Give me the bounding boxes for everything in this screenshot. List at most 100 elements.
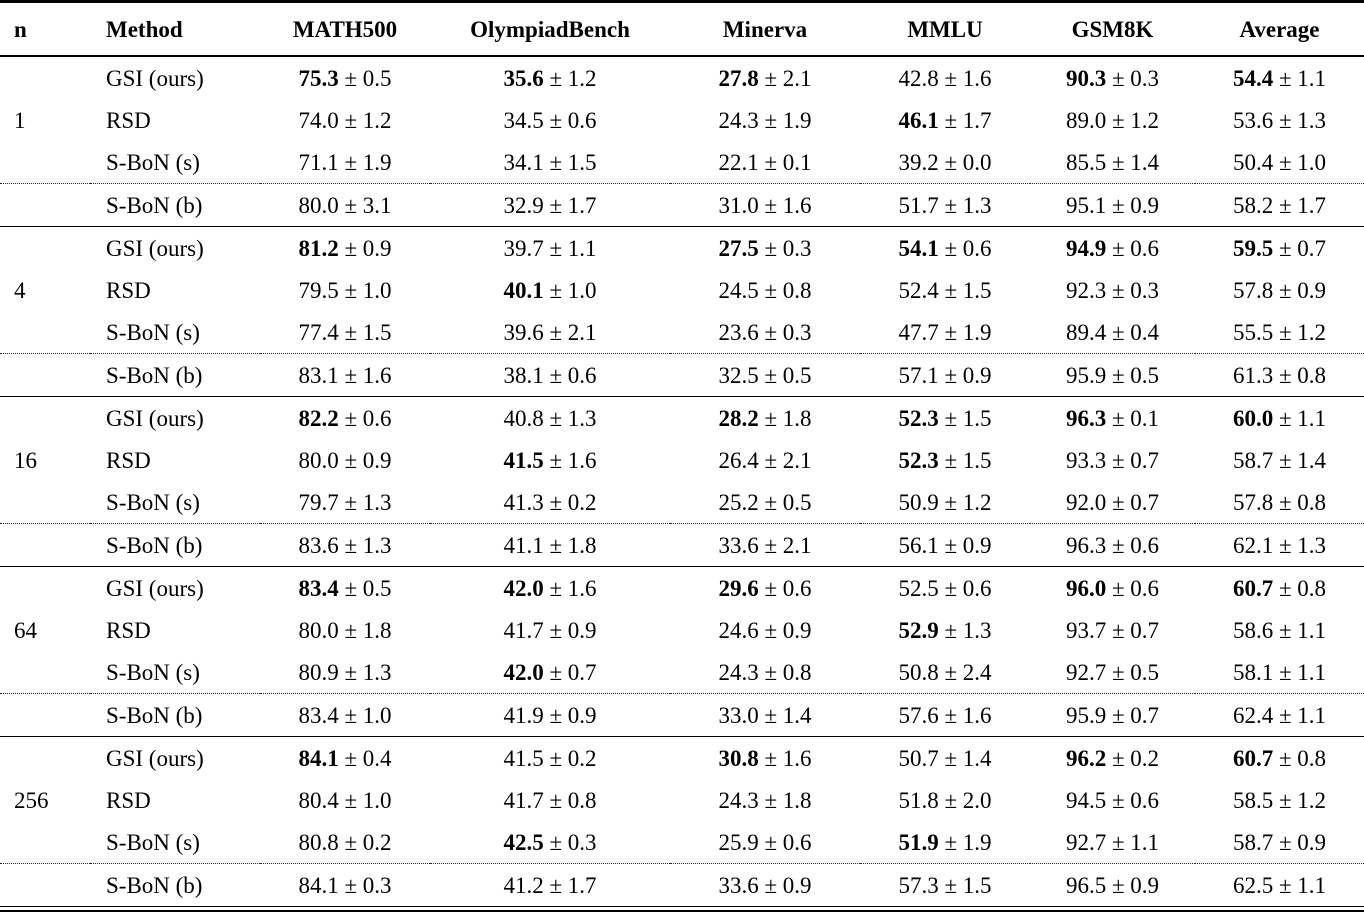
method-label: S-BoN (s) bbox=[106, 489, 200, 515]
score-error: ± 2.1 bbox=[758, 65, 812, 91]
score-mean: 27.8 bbox=[718, 65, 759, 91]
table-row: S-BoN (s) 71.1 ± 1.9 34.1 ± 1.5 22.1 ± 0.1 3… bbox=[0, 141, 1364, 184]
score-error: ± 1.2 bbox=[1106, 107, 1160, 133]
score-mean: 58.5 bbox=[1232, 787, 1274, 813]
score-mean: 24.5 bbox=[718, 277, 759, 303]
score-error: ± 0.6 bbox=[758, 575, 812, 601]
score-error: ± 1.6 bbox=[758, 745, 812, 771]
score-mean: 30.8 bbox=[718, 745, 759, 771]
n-value: 4 bbox=[14, 277, 26, 303]
score-mean: 89.4 bbox=[1065, 319, 1107, 345]
n-value: 64 bbox=[14, 617, 37, 643]
score-error: ± 0.9 bbox=[338, 447, 392, 473]
score-mean: 84.1 bbox=[298, 745, 339, 771]
score-error: ± 1.1 bbox=[1273, 702, 1327, 728]
score-cell: 96.2 ± 0.2 bbox=[1030, 737, 1195, 780]
score-error: ± 1.3 bbox=[938, 617, 992, 643]
score-mean: 96.0 bbox=[1065, 575, 1107, 601]
score-cell: 60.7 ± 0.8 bbox=[1195, 737, 1364, 780]
score-error: ± 1.6 bbox=[543, 447, 597, 473]
score-cell: 27.5 ± 0.3 bbox=[670, 227, 860, 270]
score-cell: 25.9 ± 0.6 bbox=[670, 821, 860, 864]
score-error: ± 1.6 bbox=[338, 362, 392, 388]
method-label: S-BoN (b) bbox=[106, 872, 203, 898]
score-cell: 41.7 ± 0.8 bbox=[430, 779, 670, 821]
score-mean: 51.9 bbox=[898, 829, 939, 855]
score-mean: 74.0 bbox=[298, 107, 339, 133]
score-error: ± 1.1 bbox=[1273, 659, 1327, 685]
score-cell: 50.8 ± 2.4 bbox=[860, 651, 1030, 694]
score-cell: 32.5 ± 0.5 bbox=[670, 354, 860, 397]
score-cell: 24.3 ± 0.8 bbox=[670, 651, 860, 694]
score-error: ± 1.3 bbox=[338, 489, 392, 515]
score-mean: 90.3 bbox=[1065, 65, 1107, 91]
score-mean: 83.4 bbox=[298, 702, 339, 728]
score-cell: 79.7 ± 1.3 bbox=[260, 481, 430, 524]
score-error: ± 0.5 bbox=[758, 489, 812, 515]
score-error: ± 0.7 bbox=[1106, 447, 1160, 473]
score-cell: 92.7 ± 0.5 bbox=[1030, 651, 1195, 694]
table-row: S-BoN (b) 84.1 ± 0.3 41.2 ± 1.7 33.6 ± 0.9 5… bbox=[0, 863, 1364, 907]
score-error: ± 1.2 bbox=[1273, 787, 1327, 813]
method-label: RSD bbox=[106, 787, 151, 813]
score-mean: 29.6 bbox=[718, 575, 759, 601]
score-cell: 41.5 ± 1.6 bbox=[430, 439, 670, 481]
header-row: n Method MATH500 OlympiadBench Minerva MMLU GS… bbox=[0, 2, 1364, 56]
score-cell: 51.7 ± 1.3 bbox=[860, 184, 1030, 227]
score-mean: 28.2 bbox=[718, 405, 759, 431]
score-cell: 92.0 ± 0.7 bbox=[1030, 481, 1195, 524]
score-cell: 57.1 ± 0.9 bbox=[860, 354, 1030, 397]
table-row: 4 GSI (ours) 81.2 ± 0.9 39.7 ± 1.1 27.5 ± 0.… bbox=[0, 227, 1364, 302]
n-value: 1 bbox=[14, 107, 26, 133]
score-mean: 53.6 bbox=[1232, 107, 1274, 133]
score-cell: 80.0 ± 1.8 bbox=[260, 609, 430, 651]
n-value-spacer bbox=[0, 184, 90, 227]
score-cell: 61.3 ± 0.8 bbox=[1195, 354, 1364, 397]
score-mean: 39.7 bbox=[503, 235, 544, 261]
score-cell: 39.7 ± 1.1 bbox=[430, 227, 670, 270]
score-cell: 24.3 ± 1.9 bbox=[670, 99, 860, 141]
table-row: RSD 79.5 ± 1.0 40.1 ± 1.0 24.5 ± 0.8 52.4 ± … bbox=[0, 269, 1364, 311]
score-mean: 56.1 bbox=[898, 532, 939, 558]
table-row: S-BoN (b) 80.0 ± 3.1 32.9 ± 1.7 31.0 ± 1.6 5… bbox=[0, 183, 1364, 227]
score-error: ± 1.5 bbox=[938, 447, 992, 473]
score-error: ± 0.3 bbox=[338, 872, 392, 898]
score-mean: 41.1 bbox=[503, 532, 544, 558]
score-cell: 52.9 ± 1.3 bbox=[860, 609, 1030, 651]
score-error: ± 0.9 bbox=[543, 702, 597, 728]
score-mean: 39.6 bbox=[503, 319, 544, 345]
score-mean: 46.1 bbox=[898, 107, 939, 133]
score-error: ± 0.9 bbox=[1273, 277, 1327, 303]
score-cell: 83.4 ± 1.0 bbox=[260, 694, 430, 737]
score-mean: 59.5 bbox=[1232, 235, 1274, 261]
score-error: ± 0.3 bbox=[758, 319, 812, 345]
score-cell: 93.3 ± 0.7 bbox=[1030, 439, 1195, 481]
n-value: 256 bbox=[14, 787, 49, 813]
score-mean: 41.5 bbox=[503, 745, 544, 771]
score-cell: 34.5 ± 0.6 bbox=[430, 99, 670, 141]
score-error: ± 3.1 bbox=[338, 192, 392, 218]
score-error: ± 1.7 bbox=[543, 872, 597, 898]
score-cell: 53.6 ± 1.3 bbox=[1195, 99, 1364, 141]
score-cell: 35.6 ± 1.2 bbox=[430, 56, 670, 99]
column-header-method: Method bbox=[106, 16, 183, 42]
method-label: GSI (ours) bbox=[106, 575, 204, 601]
score-mean: 52.4 bbox=[898, 277, 939, 303]
score-error: ± 0.8 bbox=[543, 787, 597, 813]
score-cell: 52.5 ± 0.6 bbox=[860, 567, 1030, 610]
score-mean: 80.4 bbox=[298, 787, 339, 813]
score-cell: 30.8 ± 1.6 bbox=[670, 737, 860, 780]
score-error: ± 0.1 bbox=[1106, 405, 1160, 431]
group-n-64: 64 GSI (ours) 83.4 ± 0.5 42.0 ± 1.6 29.6 ± 0… bbox=[0, 567, 1364, 737]
score-error: ± 0.9 bbox=[1273, 829, 1327, 855]
score-mean: 34.5 bbox=[503, 107, 544, 133]
score-cell: 25.2 ± 0.5 bbox=[670, 481, 860, 524]
score-error: ± 0.6 bbox=[543, 362, 597, 388]
score-mean: 57.3 bbox=[898, 872, 939, 898]
score-error: ± 0.5 bbox=[758, 362, 812, 388]
score-error: ± 0.8 bbox=[758, 659, 812, 685]
score-mean: 41.3 bbox=[503, 489, 544, 515]
column-header-n: n bbox=[14, 16, 27, 42]
score-mean: 32.9 bbox=[503, 192, 544, 218]
score-cell: 74.0 ± 1.2 bbox=[260, 99, 430, 141]
